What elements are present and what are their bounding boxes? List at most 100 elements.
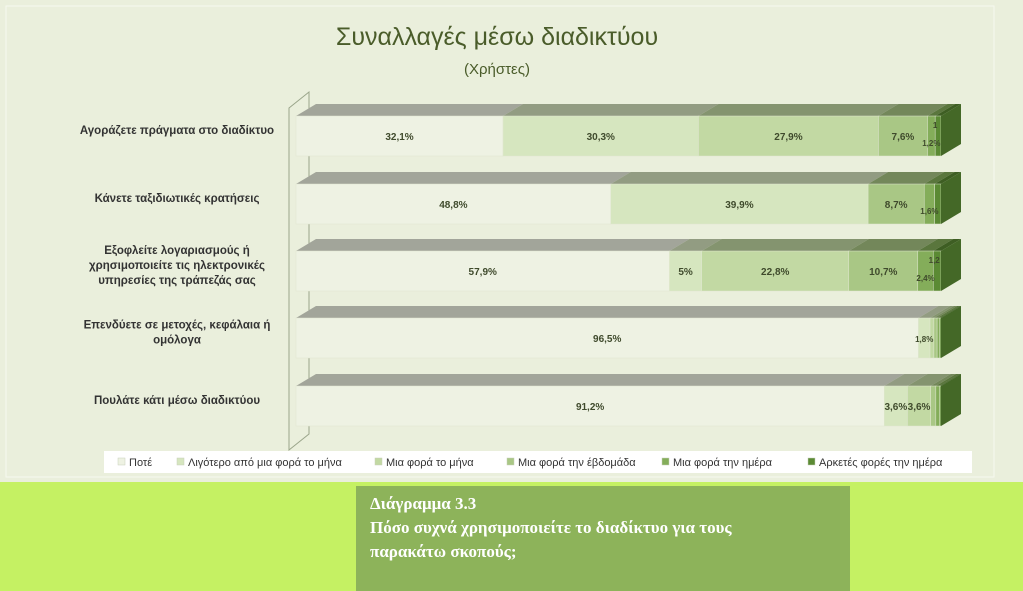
bar-end-2 [941,239,961,291]
legend-box [104,451,972,473]
category-label-3-line-0: Επενδύετε σε μετοχές, κεφάλαια ή [84,320,271,332]
data-label-2-2: 22,8% [761,267,789,278]
bar-segment-1-5 [934,183,942,225]
data-label-0-2: 27,9% [774,132,802,143]
bar-segment-1-1 [610,183,869,225]
category-label-4-line-0: Πουλάτε κάτι μέσω διαδικτύου [94,395,260,407]
bar-top-2-4 [917,239,954,251]
data-label-4-0: 91,2% [576,402,604,413]
caption-question-line2: παρακάτω σκοπούς; [370,542,517,561]
figure-caption: Διάγραμμα 3.3 Πόσο συχνά χρησιμοποιείτε … [356,486,850,591]
bar-top-4-4 [935,374,960,386]
chart-walls [288,90,310,452]
category-label-2-line-0: Εξοφλείτε λογαριασμούς ή [104,245,250,257]
data-label-0-4: 1,2% [922,139,940,148]
category-label-0-line-0: Αγοράζετε πράγματα στο διαδίκτυο [80,125,274,137]
bar-segment-1-0 [295,183,612,225]
bar-segment-3-4 [936,317,940,359]
bar-segment-3-5 [939,317,942,359]
bar-top-0-4 [927,104,956,116]
bar-segment-4-5 [939,385,942,427]
data-label-2-4: 2,4% [916,274,934,283]
legend-label-5: Αρκετές φορές την ημέρα [819,457,943,469]
legend-label-4: Μια φορά την ημέρα [673,457,773,469]
bar-top-1-4 [924,172,955,184]
bar-end-0 [941,104,961,156]
bar-top-2-0 [296,239,690,251]
bar-top-1-1 [610,172,889,184]
legend-label-3: Μια φορά την έβδομάδα [518,457,636,469]
legend-swatch-0 [117,457,126,466]
bar-segment-3-3 [933,317,938,359]
bar-top-4-5 [939,374,961,386]
legend-label-2: Μια φορά το μήνα [386,457,474,469]
bar-top-3-5 [939,306,961,318]
bar-top-1-3 [868,172,945,184]
bar-top-1-5 [934,172,961,184]
chart-subtitle: (Χρήστες) [464,61,530,78]
bar-segment-2-2 [701,250,850,292]
bar-end-3 [941,306,961,358]
data-label-2-0: 57,9% [469,267,497,278]
legend-label-0: Ποτέ [129,457,152,469]
bar-top-4-2 [907,374,951,386]
data-label-0-3: 7,6% [892,132,915,143]
bar-segment-2-0 [295,250,670,292]
category-labels: Αγοράζετε πράγματα στο διαδίκτυο Κάνετε τ… [80,125,274,407]
data-label-2-3: 10,7% [869,267,897,278]
data-label-0-1: 30,3% [587,132,615,143]
bar-top-3-0 [296,306,939,318]
category-label-2-line-1: χρησιμοποιείτε τις ηλεκτρονικές [89,260,265,272]
chart-title: Συναλλαγές μέσω διαδικτύου [336,23,658,51]
data-label-3-1: 1,8% [915,335,933,344]
bar-end-4 [941,374,961,426]
bar-segment-4-3 [930,385,937,427]
bar-segment-4-0 [295,385,885,427]
bar-segment-1-3 [867,183,925,225]
data-label-1-1: 39,9% [725,200,753,211]
legend-swatch-1 [176,457,185,466]
bar-top-3-3 [933,306,958,318]
data-label-4-1: 3,6% [884,402,907,413]
bar-top-0-5 [935,104,961,116]
category-label-1-line-0: Κάνετε ταξιδιωτικές κρατήσεις [95,193,260,205]
bar-top-2-5 [933,239,961,251]
bar-top-0-3 [878,104,948,116]
data-label-0-5: 1 [933,121,938,130]
legend-swatch-4 [661,457,670,466]
bar-top-0-1 [503,104,719,116]
bar-top-4-0 [296,374,905,386]
data-label-2-5: 1,2 [929,256,941,265]
bar-top-2-2 [701,239,869,251]
data-label-4-2: 3,6% [908,402,931,413]
figure-number: Διάγραμμα 3.3 [370,494,477,513]
data-label-1-3: 8,7% [885,200,908,211]
category-label-3-line-1: ομόλογα [153,335,201,347]
bar-end-1 [941,172,961,224]
legend-swatch-5 [807,457,816,466]
bar-top-4-3 [930,374,956,386]
caption-question-line1: Πόσο συχνά χρησιμοποιείτε το διαδίκτυο γ… [370,518,732,537]
bar-top-1-0 [296,172,631,184]
category-label-2-line-2: υπηρεσίες της τράπεζάς σας [98,275,256,287]
data-label-2-1: 5% [678,267,693,278]
bar-segment-2-3 [848,250,919,292]
bar-segment-0-2 [698,115,879,157]
chart-panel: Συναλλαγές μέσω διαδικτύου (Χρήστες) 32,… [0,0,1023,482]
bar-segment-0-0 [295,115,504,157]
bar-segment-4-4 [935,385,940,427]
bar-top-3-1 [918,306,951,318]
bar-top-2-3 [848,239,938,251]
data-label-1-0: 48,8% [439,200,467,211]
data-label-3-0: 96,5% [593,334,621,345]
bar-top-4-1 [884,374,928,386]
chart-legend: Ποτέ Λιγότερο από μια φορά το μήνα Μια φορ… [104,451,972,473]
data-label-0-0: 32,1% [385,132,413,143]
bar-top-0-2 [698,104,899,116]
bar-top-3-2 [930,306,954,318]
legend-label-1: Λιγότερο από μια φορά το μήνα [188,457,342,469]
chart-svg: Συναλλαγές μέσω διαδικτύου (Χρήστες) 32,… [5,5,995,478]
bar-top-3-4 [937,306,960,318]
data-label-1-4: 1,6% [920,207,938,216]
chart-bars: 32,1% 30,3% 27,9% 7,6% 1,2% 1 48,8% 39,9% 8,7% 1,… [295,104,961,427]
